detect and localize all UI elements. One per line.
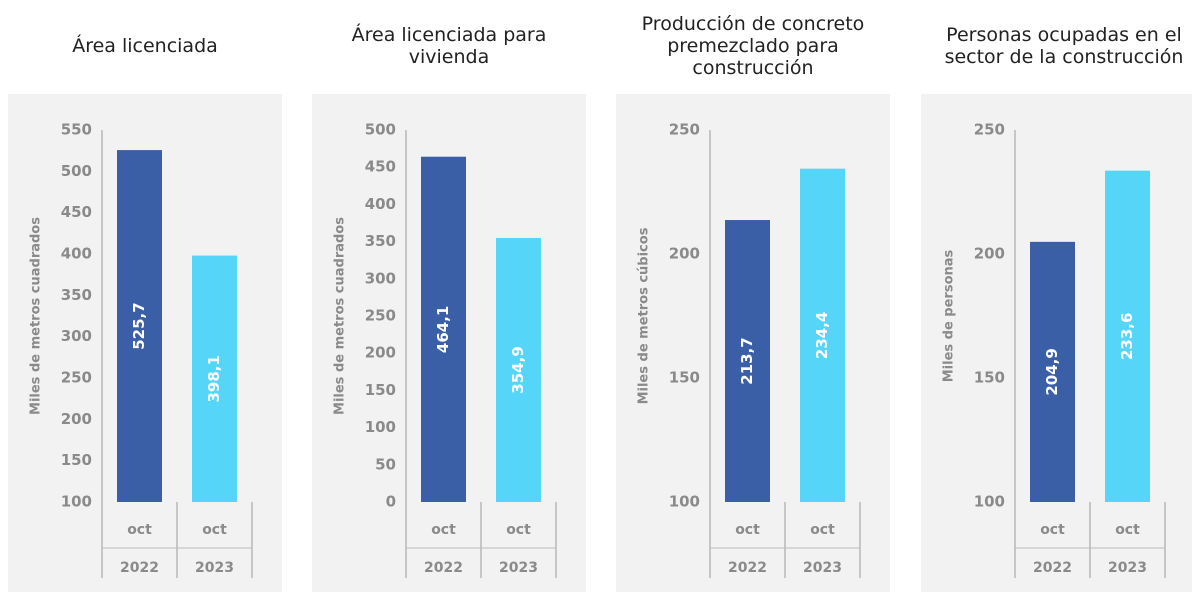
x-group-label: 2022: [120, 560, 159, 576]
chart-title: Área licenciada: [72, 35, 218, 57]
x-tick-label: oct: [127, 522, 152, 538]
value-label: 204,9: [1043, 348, 1061, 395]
x-group-label: 2022: [424, 560, 463, 576]
y-tick-label: 200: [61, 410, 92, 428]
bar: [725, 220, 770, 503]
x-tick-label: oct: [735, 522, 760, 538]
y-tick-label: 450: [365, 158, 396, 176]
x-group-label: 2023: [195, 560, 234, 576]
x-tick-label: oct: [506, 522, 531, 538]
bar: [192, 255, 237, 502]
y-tick-label: 400: [61, 245, 92, 263]
y-tick-label: 200: [974, 245, 1005, 263]
y-tick-label: 100: [61, 493, 92, 511]
y-tick-label: 350: [365, 232, 396, 250]
y-tick-label: 250: [365, 307, 396, 325]
bar: [1030, 241, 1075, 502]
y-tick-label: 400: [365, 195, 396, 213]
y-tick-label: 150: [365, 381, 396, 399]
x-tick-label: oct: [1040, 522, 1065, 538]
y-tick-label: 150: [669, 369, 700, 387]
bar: [496, 237, 541, 502]
y-tick-label: 250: [669, 121, 700, 139]
x-tick-label: oct: [810, 522, 835, 538]
y-tick-label: 500: [365, 121, 396, 139]
x-tick-label: oct: [431, 522, 456, 538]
chart-panel: 100 150 200 250 Miles de metros cúbicos 213,7…: [616, 94, 890, 592]
x-group-label: 2022: [1033, 560, 1072, 576]
value-label: 354,9: [509, 346, 527, 393]
y-tick-label: 300: [61, 327, 92, 345]
value-label: 233,6: [1118, 313, 1136, 360]
y-axis-label: Miles de personas: [942, 249, 957, 382]
bar: [1105, 170, 1150, 502]
y-tick-label: 250: [61, 369, 92, 387]
y-tick-label: 100: [974, 493, 1005, 511]
x-group-label: 2023: [499, 560, 538, 576]
y-axis-label: Miles de metros cuadrados: [29, 217, 44, 415]
bar: [421, 156, 466, 502]
value-label: 398,1: [205, 355, 223, 402]
y-tick-label: 150: [61, 451, 92, 469]
chart-panel: 100 150 200 250 300 350 400 450 500 550 Miles de m…: [8, 94, 282, 592]
y-tick-label: 0: [386, 493, 396, 511]
bar: [800, 168, 845, 503]
y-axis-label: Miles de metros cúbicos: [637, 227, 652, 404]
y-tick-label: 550: [61, 121, 92, 139]
x-group-label: 2023: [803, 560, 842, 576]
y-tick-label: 100: [669, 493, 700, 511]
bar: [117, 150, 162, 502]
y-tick-label: 200: [365, 344, 396, 362]
y-tick-label: 500: [61, 162, 92, 180]
x-group-label: 2022: [728, 560, 767, 576]
value-label: 234,4: [813, 312, 831, 359]
x-tick-label: oct: [202, 522, 227, 538]
y-tick-label: 100: [365, 418, 396, 436]
y-tick-label: 150: [974, 369, 1005, 387]
y-tick-label: 250: [974, 121, 1005, 139]
value-label: 525,7: [130, 302, 148, 349]
value-label: 464,1: [434, 306, 452, 353]
x-group-label: 2023: [1108, 560, 1147, 576]
chart-title: Personas ocupadas en el sector de la con…: [944, 24, 1184, 68]
y-tick-label: 200: [669, 245, 700, 263]
y-tick-label: 450: [61, 203, 92, 221]
y-tick-label: 300: [365, 269, 396, 287]
y-tick-label: 350: [61, 286, 92, 304]
x-tick-label: oct: [1115, 522, 1140, 538]
chart-title: Área licenciada para vivienda: [351, 24, 547, 68]
value-label: 213,7: [738, 337, 756, 384]
chart-title: Producción de concreto premezclado para …: [641, 13, 865, 79]
chart-panel: 100 150 200 250 Miles de personas 204,9 oct 202…: [921, 94, 1192, 592]
chart-panel: 0 50 100 150 200 250 300 350 400 450 500 Miles de m…: [312, 94, 586, 592]
y-axis-label: Miles de metros cuadrados: [333, 217, 348, 415]
y-tick-label: 50: [375, 455, 396, 473]
